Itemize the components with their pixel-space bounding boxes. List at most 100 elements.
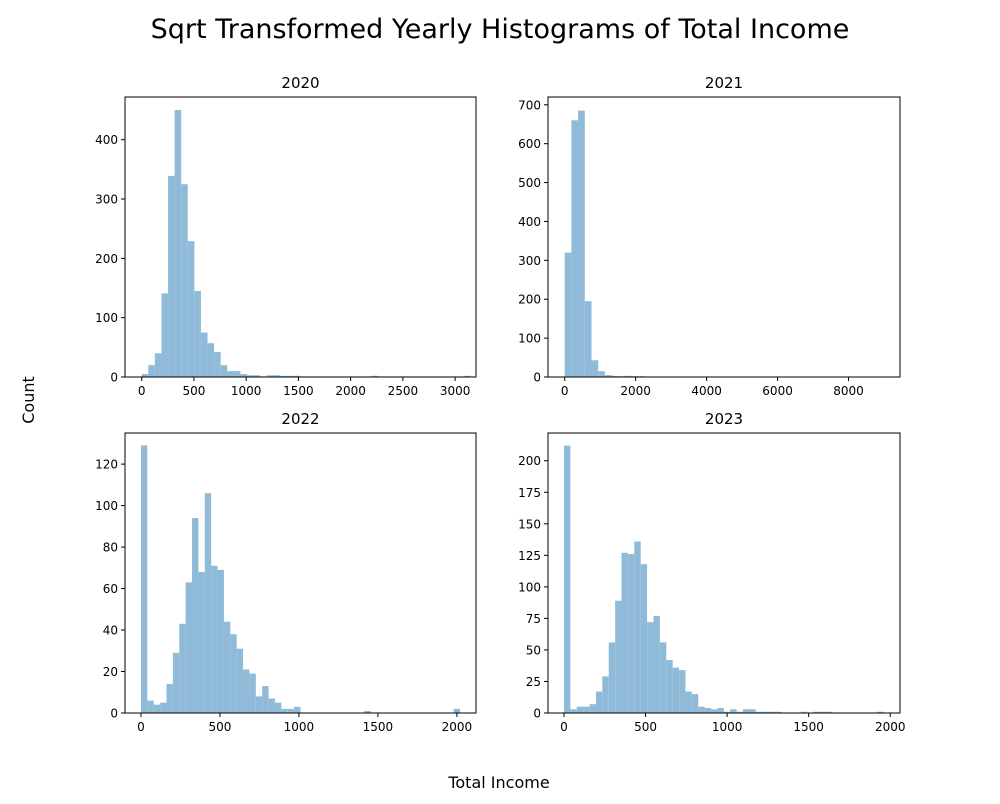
histogram-bar — [692, 694, 698, 713]
histogram-bar — [730, 709, 736, 713]
histogram-bar — [679, 670, 685, 713]
histogram-bar — [201, 333, 208, 377]
x-tick-label: 4000 — [691, 384, 722, 398]
histogram-bar — [237, 649, 243, 713]
y-tick-label: 300 — [518, 254, 541, 268]
histogram-bar — [622, 553, 628, 713]
histogram-bar — [596, 692, 602, 713]
y-tick-label: 150 — [518, 517, 541, 531]
y-tick-label: 0 — [110, 371, 118, 385]
histogram-bar — [179, 624, 185, 713]
histogram-bar — [749, 709, 755, 713]
y-tick-label: 25 — [526, 675, 541, 689]
figure-x-label: Total Income — [447, 773, 549, 792]
y-tick-label: 0 — [533, 707, 541, 721]
x-tick-label: 1500 — [793, 720, 824, 734]
y-tick-label: 300 — [95, 193, 118, 207]
histogram-bar — [262, 686, 268, 713]
histogram-bar — [288, 709, 294, 713]
y-tick-label: 600 — [518, 137, 541, 151]
histogram-bar — [188, 241, 195, 377]
histogram-bar — [609, 642, 615, 713]
histogram-bar — [585, 301, 592, 377]
histogram-bar — [565, 253, 572, 377]
axes-frame — [548, 97, 900, 377]
y-tick-label: 700 — [518, 98, 541, 112]
x-tick-label: 1500 — [283, 384, 314, 398]
panel-title-1: 2020 — [281, 74, 319, 92]
y-tick-label: 40 — [103, 624, 118, 638]
y-tick-label: 100 — [518, 332, 541, 346]
x-tick-label: 2000 — [335, 384, 366, 398]
figure-title: Sqrt Transformed Yearly Histograms of To… — [151, 14, 850, 45]
figure-y-label: Count — [19, 376, 38, 424]
histogram-bar — [269, 698, 275, 713]
histogram-bar — [654, 616, 660, 713]
histogram-bar — [198, 572, 204, 713]
histogram-bar — [454, 709, 460, 713]
x-tick-label: 6000 — [762, 384, 793, 398]
y-tick-label: 125 — [518, 549, 541, 563]
x-tick-label: 500 — [208, 720, 231, 734]
x-tick-label: 3000 — [440, 384, 471, 398]
histogram-bar — [698, 707, 704, 713]
y-tick-label: 175 — [518, 486, 541, 500]
x-tick-label: 1000 — [284, 720, 315, 734]
histogram-bar — [161, 293, 168, 377]
x-tick-label: 1000 — [712, 720, 743, 734]
y-tick-label: 50 — [526, 643, 541, 657]
histogram-bar — [685, 692, 691, 713]
histogram-bar — [221, 365, 228, 377]
y-tick-label: 0 — [533, 371, 541, 385]
histogram-bar — [577, 707, 583, 713]
histogram-bar — [583, 707, 589, 713]
histogram-bar — [673, 668, 679, 713]
histogram-bar — [192, 518, 198, 713]
axes-frame — [548, 433, 900, 713]
y-tick-label: 75 — [526, 612, 541, 626]
histogram-bar — [173, 653, 179, 713]
histogram-bar — [275, 703, 281, 713]
histogram-bar — [243, 669, 249, 713]
histogram-bar — [205, 493, 211, 713]
y-tick-label: 120 — [95, 458, 118, 472]
x-tick-label: 0 — [137, 720, 145, 734]
histogram-bar — [590, 704, 596, 713]
histogram-bar — [175, 110, 182, 377]
histogram-bar — [141, 445, 147, 713]
histogram-bar — [256, 696, 262, 713]
histogram-bar — [281, 709, 287, 713]
x-tick-label: 2000 — [620, 384, 651, 398]
histogram-bar — [666, 660, 672, 713]
histogram-bar — [564, 446, 570, 713]
x-tick-label: 500 — [634, 720, 657, 734]
x-tick-label: 0 — [561, 384, 569, 398]
histogram-bar — [160, 703, 166, 713]
histogram-bar — [181, 184, 188, 377]
histogram-bar — [214, 352, 221, 377]
histogram-bar — [218, 570, 224, 713]
x-tick-label: 2500 — [388, 384, 419, 398]
histogram-bar — [743, 709, 749, 713]
histogram-bar — [592, 360, 599, 377]
panel-title-2: 2021 — [705, 74, 743, 92]
x-tick-label: 0 — [560, 720, 568, 734]
y-tick-label: 500 — [518, 176, 541, 190]
histogram-bar — [615, 601, 621, 713]
histogram-bar — [571, 120, 578, 377]
histogram-bar — [641, 564, 647, 713]
histogram-bar — [249, 674, 255, 713]
histogram-bar — [166, 684, 172, 713]
x-tick-label: 0 — [138, 384, 146, 398]
histogram-bar — [602, 676, 608, 713]
histogram-bar — [224, 622, 230, 713]
histogram-bar — [598, 371, 605, 377]
y-tick-label: 0 — [110, 707, 118, 721]
histogram-bar — [148, 365, 155, 377]
